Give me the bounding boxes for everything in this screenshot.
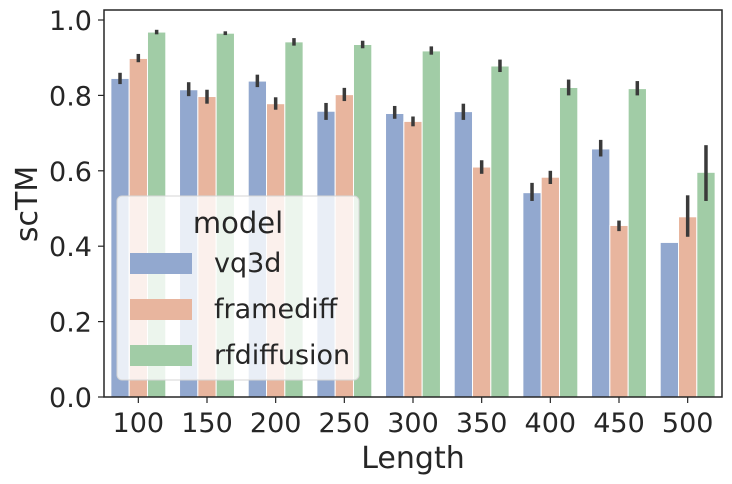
bar-rfdiffusion-500 [696, 171, 716, 398]
legend-title: model [193, 206, 283, 240]
legend-label-vq3d: vq3d [214, 248, 281, 279]
legend-label-rfdiffusion: rfdiffusion [214, 340, 350, 371]
bar-vq3d-400 [522, 192, 542, 398]
y-axis-ticks: 0.0 0.2 0.4 0.6 0.8 1.0 [49, 6, 104, 414]
y-tick-label: 1.0 [49, 6, 92, 37]
x-tick-label: 350 [456, 408, 508, 439]
bar-rfdiffusion-450 [627, 88, 647, 398]
bar-framediff-450 [609, 224, 629, 398]
legend-swatch-rfdiffusion [130, 345, 192, 366]
bar-framediff-300 [403, 120, 423, 398]
y-tick-label: 0.8 [49, 81, 92, 112]
bar-framediff-350 [472, 166, 492, 398]
x-tick-label: 500 [662, 408, 714, 439]
x-tick-label: 200 [250, 408, 302, 439]
y-axis-label: scTM [10, 166, 45, 242]
bar-vq3d-350 [453, 111, 474, 398]
legend-box [116, 195, 360, 381]
bar-vq3d-300 [385, 112, 405, 398]
legend-items: vq3d framediff rfdiffusion [130, 248, 350, 371]
bar-vq3d-500 [659, 241, 680, 398]
y-tick-label: 0.0 [49, 383, 92, 414]
y-tick-label: 0.6 [49, 157, 92, 188]
bar-vq3d-450 [591, 148, 611, 398]
x-tick-label: 300 [387, 408, 439, 439]
bar-framediff-400 [540, 176, 560, 398]
legend: model vq3d framediff rfdiffusion [116, 195, 360, 381]
legend-swatch-vq3d [130, 253, 192, 274]
bar-rfdiffusion-300 [421, 50, 441, 398]
y-tick-label: 0.4 [49, 232, 92, 263]
legend-label-framediff: framediff [214, 294, 339, 325]
error-bars-layer [118, 29, 708, 237]
x-tick-label: 100 [113, 408, 165, 439]
bar-rfdiffusion-400 [558, 86, 579, 398]
bar-framediff-500 [678, 216, 698, 398]
legend-swatch-framediff [130, 299, 192, 320]
x-tick-label: 250 [319, 408, 371, 439]
x-tick-label: 450 [593, 408, 645, 439]
bar-rfdiffusion-350 [490, 65, 510, 398]
x-axis-ticks: 100 150 200 250 300 350 400 450 500 [113, 397, 714, 439]
x-tick-label: 400 [525, 408, 577, 439]
x-tick-label: 150 [181, 408, 233, 439]
y-tick-label: 0.2 [49, 308, 92, 339]
x-axis-label: Length [361, 441, 464, 476]
